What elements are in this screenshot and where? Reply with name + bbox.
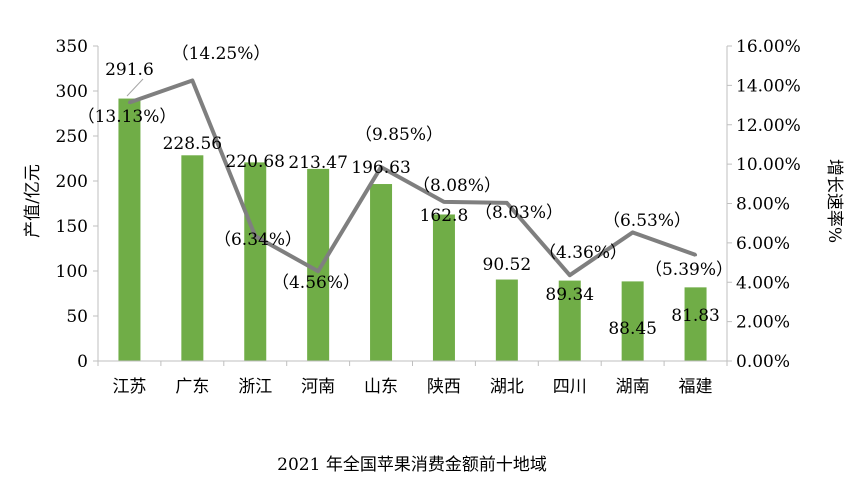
bar-四川 (558, 280, 581, 361)
growth-value-label: （8.03%） (475, 203, 563, 223)
bar-value-label: 220.68 (226, 152, 285, 172)
y2-tick-label: 8.00% (736, 195, 790, 215)
growth-value-label: （4.36%） (539, 243, 627, 263)
y-tick-label: 200 (56, 172, 88, 192)
bar-series (118, 98, 707, 361)
bar-value-label: 196.63 (351, 158, 410, 178)
bar-value-label: 213.47 (288, 153, 347, 173)
x-tick-label: 福建 (679, 377, 713, 397)
growth-value-label: （14.25%） (172, 44, 271, 64)
growth-value-label: （6.53%） (603, 211, 691, 231)
y-tick-label: 350 (56, 37, 88, 57)
x-tick-label: 山东 (364, 377, 398, 397)
bar-河南 (307, 168, 330, 361)
growth-point-湖南 (631, 230, 635, 234)
growth-point-四川 (568, 273, 572, 277)
growth-point-江苏 (127, 101, 131, 105)
growth-point-福建 (694, 253, 698, 257)
bar-value-label: 88.45 (608, 319, 657, 339)
bar-value-label: 81.83 (671, 306, 720, 326)
growth-point-陕西 (442, 200, 446, 204)
growth-value-label: （5.39%） (645, 260, 733, 280)
y-tick-label: 150 (56, 217, 88, 237)
growth-value-label: （4.56%） (272, 273, 360, 293)
bar-value-label: 162.8 (420, 206, 469, 226)
bar-湖南 (621, 281, 644, 361)
x-tick-label: 浙江 (238, 377, 272, 397)
bar-山东 (370, 184, 393, 361)
y-tick-label: 50 (66, 307, 88, 327)
y-tick-label: 0 (77, 352, 88, 372)
x-tick-label: 湖北 (490, 377, 524, 397)
y-tick-label: 100 (56, 262, 88, 282)
bar-value-label: 291.6 (105, 60, 154, 80)
growth-value-label: （6.34%） (214, 230, 302, 250)
y2-tick-label: 12.00% (736, 116, 801, 136)
y2-tick-label: 4.00% (736, 273, 790, 293)
growth-value-label: （8.08%） (413, 176, 501, 196)
y2-tick-label: 14.00% (736, 76, 801, 96)
growth-point-浙江 (253, 234, 257, 238)
y2-axis-title: 增长速率% (824, 159, 844, 243)
bar-浙江 (244, 162, 267, 361)
x-tick-label: 河南 (301, 377, 335, 397)
axes: 0 50 100 150 200 250 300 350 0.00% 2.00% 4.00% 6.00… (56, 37, 801, 397)
bar-value-label: 89.34 (545, 285, 594, 305)
growth-line (128, 78, 697, 278)
y2-tick-label: 10.00% (736, 155, 801, 175)
growth-point-山东 (379, 165, 383, 169)
x-tick-label: 四川 (553, 377, 587, 397)
bar-湖北 (495, 279, 518, 361)
bar-福建 (684, 287, 707, 361)
label-leader-line (126, 78, 144, 97)
chart-title: 2021 年全国苹果消费金额前十地域 (277, 455, 547, 475)
x-tick-label: 广东 (175, 377, 209, 397)
growth-value-label: （9.85%） (355, 125, 443, 145)
y2-tick-label: 6.00% (736, 234, 790, 254)
y2-tick-label: 0.00% (736, 352, 790, 372)
growth-line-series (127, 78, 698, 278)
y2-tick-label: 2.00% (736, 313, 790, 333)
growth-point-广东 (190, 78, 194, 82)
growth-point-湖北 (505, 201, 509, 205)
y2-tick-label: 16.00% (736, 37, 801, 57)
bar-value-label: 228.56 (163, 134, 222, 154)
bar-陕西 (432, 214, 455, 361)
x-tick-label: 湖南 (616, 377, 650, 397)
bar-江苏 (118, 98, 141, 361)
bar-value-label: 90.52 (483, 255, 532, 275)
y-tick-label: 250 (56, 127, 88, 147)
x-tick-label: 江苏 (112, 377, 146, 397)
bar-广东 (181, 155, 204, 361)
growth-value-label: （13.13%） (78, 107, 177, 127)
y-axis-title: 产值/亿元 (23, 164, 43, 238)
x-tick-label: 陕西 (427, 377, 461, 397)
y-tick-label: 300 (56, 82, 88, 102)
growth-point-河南 (316, 269, 320, 273)
